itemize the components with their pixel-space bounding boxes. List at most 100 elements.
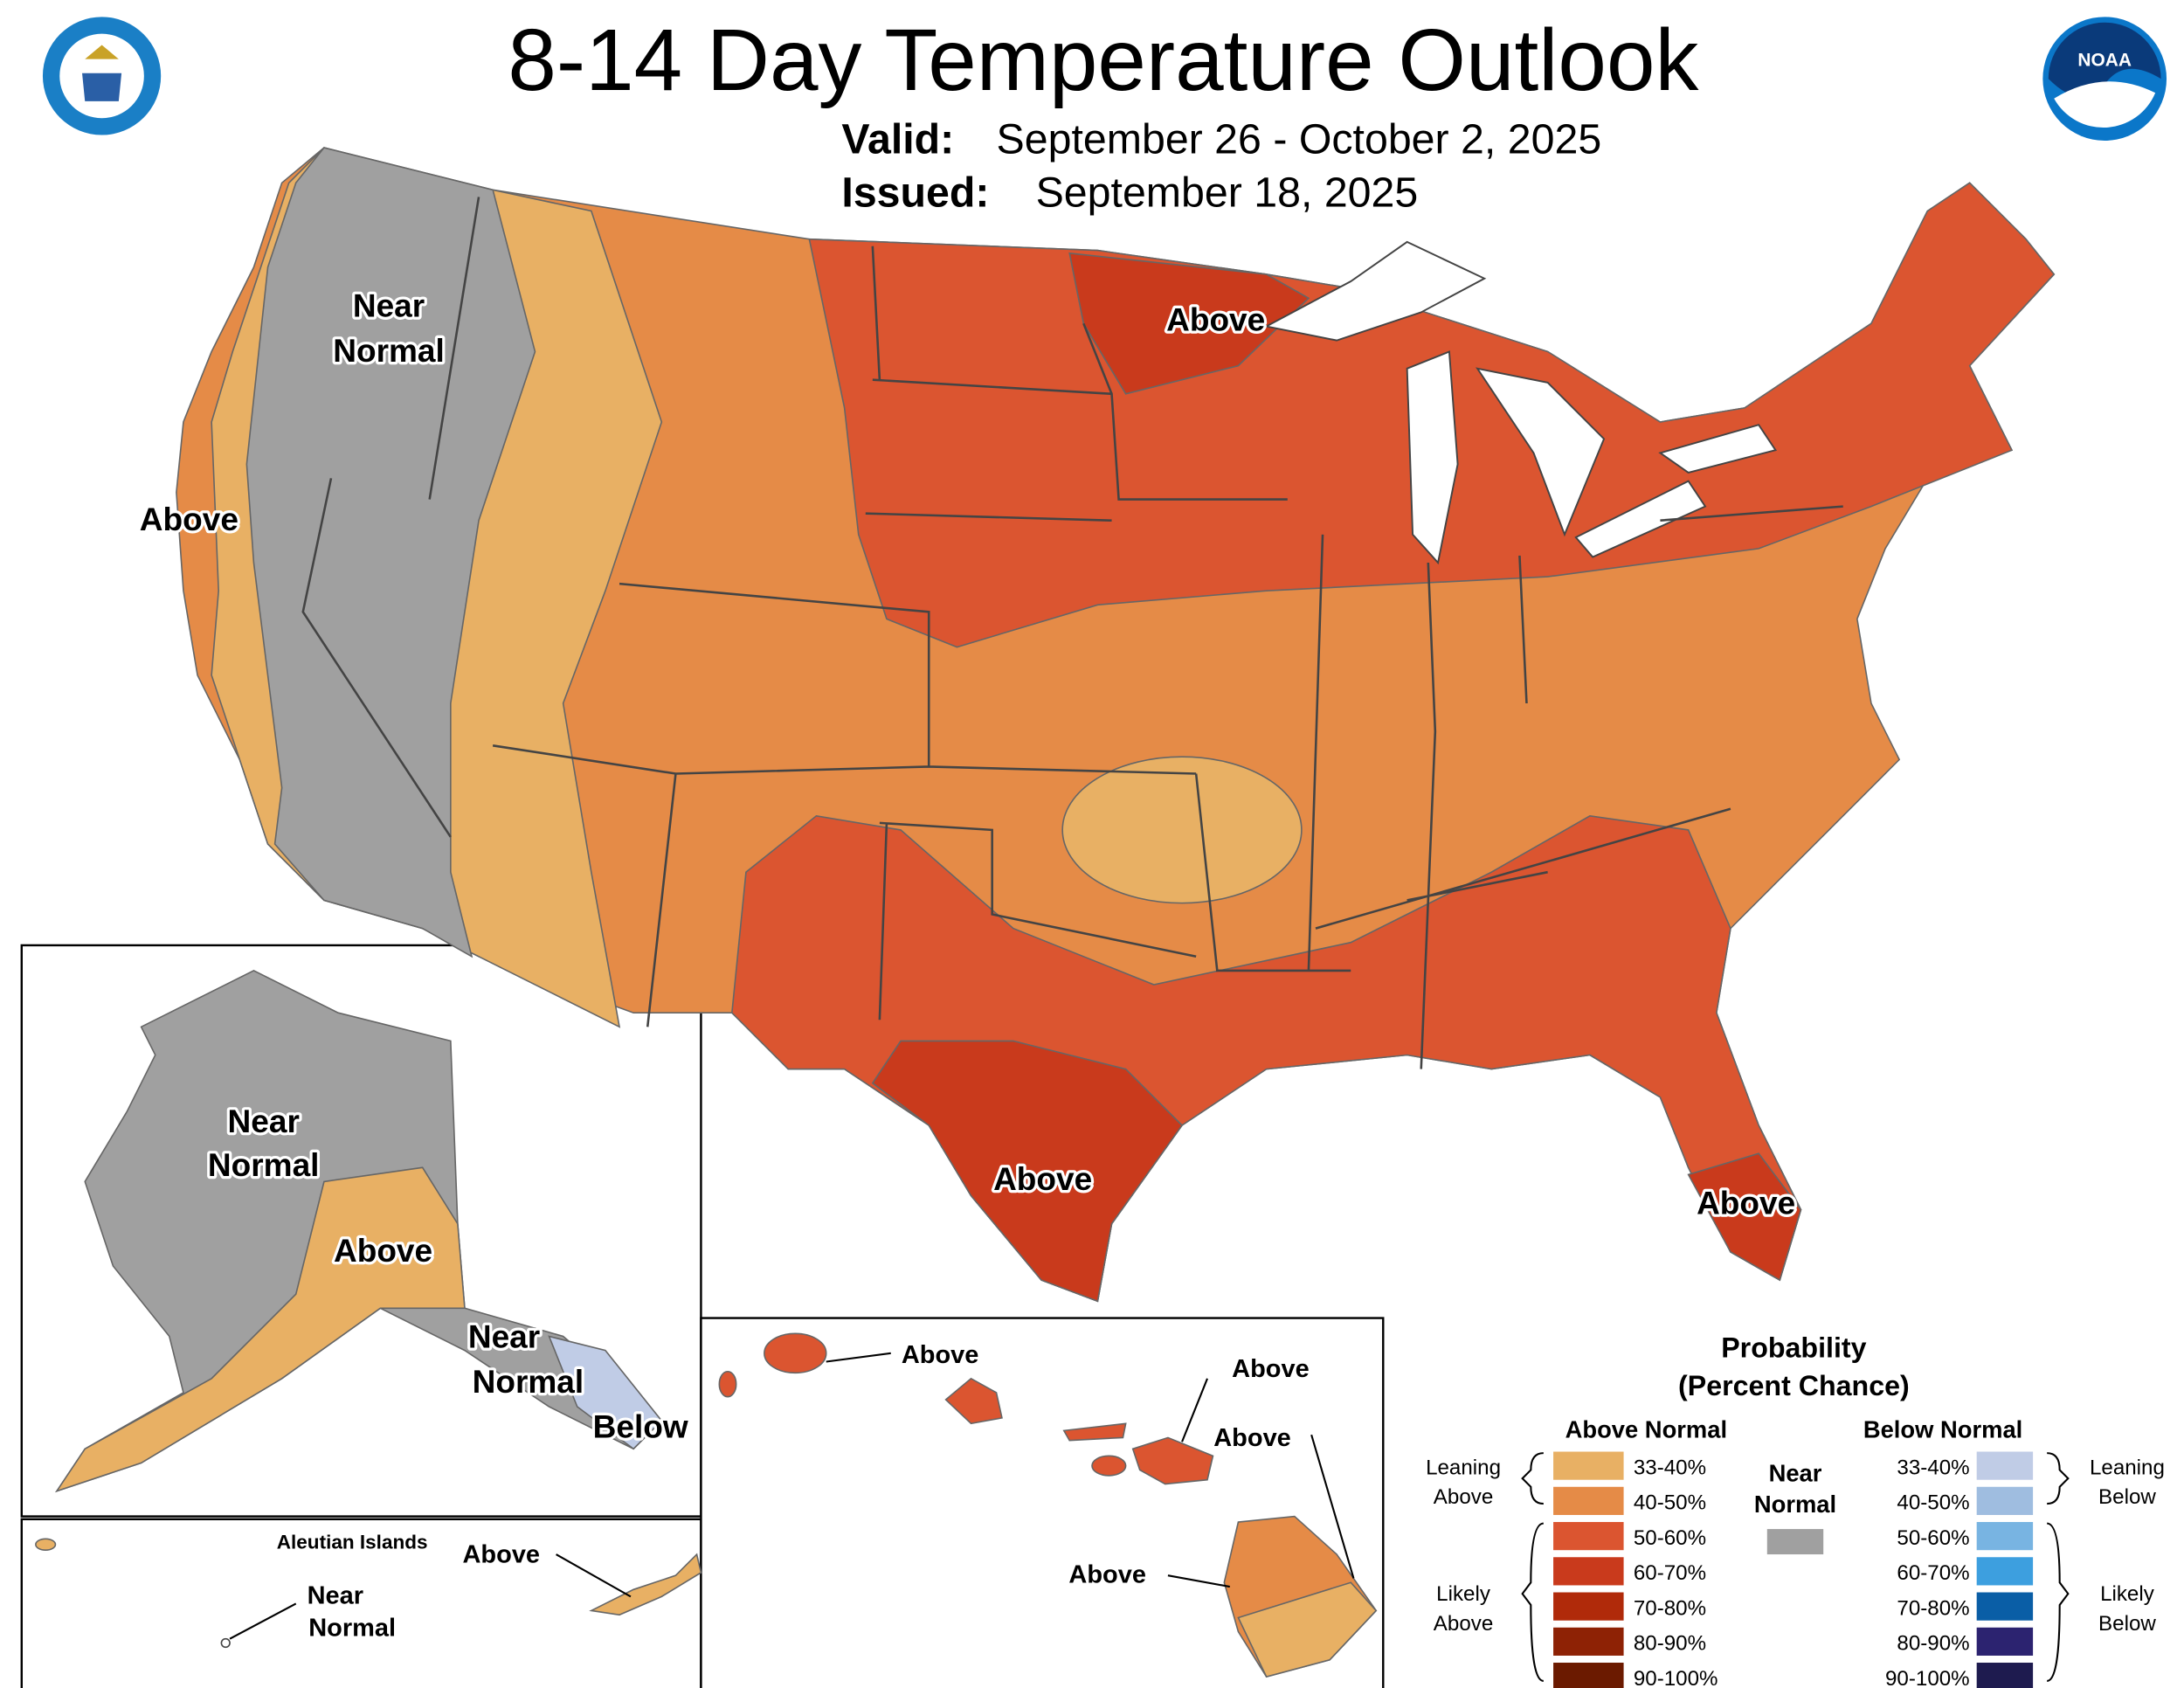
lake — [1574, 480, 1707, 558]
legend-swatch — [1976, 1627, 2034, 1656]
legend-swatch — [1976, 1486, 2034, 1515]
region-likely-above — [871, 1040, 1184, 1303]
leader-line — [1310, 1434, 1355, 1579]
inset-title: Aleutian Islands — [277, 1532, 428, 1553]
noaa-logo: NOAA — [2042, 17, 2167, 141]
legend-swatch — [1553, 1663, 1624, 1688]
island — [1091, 1455, 1127, 1477]
island — [589, 1553, 702, 1616]
issued-label: Issued: — [841, 169, 989, 217]
map-label: Normal — [473, 1363, 584, 1400]
region-near-normal — [245, 147, 536, 958]
legend-label: 33-40% — [1634, 1456, 1706, 1479]
island — [35, 1538, 57, 1552]
map-label: Above — [902, 1341, 979, 1369]
legend-label: 33-40% — [1897, 1456, 1969, 1479]
legend-swatch — [1976, 1522, 2034, 1551]
aleutians: Aleutian Islands Above Near Normal — [35, 1532, 702, 1649]
legend-label: 90-100% — [1885, 1667, 1970, 1688]
legend-swatch — [1553, 1522, 1624, 1551]
island — [764, 1332, 827, 1374]
legend-label: 60-70% — [1897, 1561, 1969, 1585]
alaska: Near Normal Above Near Normal Below — [55, 969, 691, 1493]
map-label: Above — [993, 1160, 1092, 1197]
map-label: Normal — [333, 332, 445, 369]
lake — [1406, 350, 1459, 565]
legend-group: Above — [1434, 1485, 1493, 1509]
legend-heading: Above Normal — [1565, 1415, 1727, 1442]
lake — [1263, 240, 1487, 342]
bracket — [1521, 1522, 1545, 1682]
state-borders — [301, 197, 1843, 1069]
map-label: Above — [463, 1541, 541, 1569]
legend-label: 60-70% — [1634, 1561, 1706, 1585]
map-label: Near — [228, 1103, 300, 1139]
legend-swatch — [1553, 1627, 1624, 1656]
aleutian-inset — [20, 1518, 702, 1688]
bracket — [2047, 1452, 2070, 1505]
issued-date: September 18, 2025 — [1036, 169, 1419, 217]
legend-title: (Percent Chance) — [1678, 1370, 1910, 1401]
map-label: Near — [308, 1581, 363, 1609]
legend-label: 90-100% — [1634, 1667, 1718, 1688]
legend-heading: Normal — [1754, 1491, 1836, 1518]
legend-group: Leaning — [1426, 1456, 1501, 1479]
leader-line — [1167, 1574, 1230, 1588]
bracket — [1521, 1452, 1544, 1505]
map-label: Near — [468, 1318, 540, 1354]
legend-label: 40-50% — [1897, 1491, 1969, 1515]
leader-line — [826, 1352, 891, 1363]
bracket — [2046, 1522, 2070, 1682]
map-label: Normal — [308, 1614, 396, 1642]
map-label: Below — [593, 1408, 688, 1444]
legend-label: 80-90% — [1634, 1632, 1706, 1656]
lake — [1658, 424, 1778, 474]
legend-swatch — [1553, 1486, 1624, 1515]
leader-line — [229, 1602, 297, 1640]
legend-swatch — [1976, 1592, 2034, 1621]
conus: Near Normal Above Above Above Above — [137, 147, 2056, 1303]
island — [944, 1377, 1003, 1425]
region-leaning-above — [55, 1166, 466, 1493]
legend-swatch — [1976, 1663, 2034, 1688]
legend-swatch — [1553, 1451, 1624, 1480]
legend-label: 70-80% — [1634, 1596, 1706, 1620]
map-label: Above — [1213, 1424, 1291, 1452]
commerce-seal — [42, 17, 162, 135]
legend-group: Below — [2098, 1612, 2156, 1636]
legend: Probability (Percent Chance) Above Norma… — [1426, 1332, 2165, 1688]
legend-swatch — [1976, 1451, 2034, 1480]
valid-dates: September 26 - October 2, 2025 — [997, 115, 1602, 163]
legend-group: Likely — [2100, 1582, 2155, 1606]
legend-swatch — [1976, 1557, 2034, 1586]
legend-group: Below — [2098, 1485, 2156, 1509]
legend-group: Above — [1434, 1612, 1493, 1636]
legend-label: 80-90% — [1897, 1632, 1969, 1656]
map-label: Above — [1232, 1355, 1310, 1383]
legend-label: 70-80% — [1897, 1596, 1969, 1620]
island — [1237, 1581, 1378, 1678]
map-label: Above — [140, 501, 238, 537]
legend-heading: Below Normal — [1863, 1415, 2022, 1442]
logo-text: NOAA — [2077, 51, 2132, 71]
legend-group: Leaning — [2090, 1456, 2165, 1479]
region-leaning-below — [548, 1335, 663, 1450]
map-label: Above — [1068, 1560, 1146, 1588]
region-likely-above — [1687, 1152, 1802, 1282]
island — [718, 1370, 737, 1398]
leader-line — [556, 1553, 632, 1598]
legend-group: Likely — [1436, 1582, 1491, 1606]
region-leaning-above — [1061, 756, 1303, 904]
island — [1131, 1436, 1214, 1485]
legend-heading: Near — [1769, 1459, 1822, 1486]
map-label: Normal — [208, 1146, 320, 1183]
island — [1062, 1422, 1127, 1442]
legend-label: 40-50% — [1634, 1491, 1706, 1515]
hawaii: Above Above Above Above — [718, 1332, 1378, 1678]
lake — [1476, 367, 1606, 537]
legend-title: Probability — [1721, 1332, 1866, 1364]
legend-swatch — [1553, 1557, 1624, 1586]
map-label: Near — [353, 287, 425, 323]
legend-label: 50-60% — [1897, 1526, 1969, 1550]
